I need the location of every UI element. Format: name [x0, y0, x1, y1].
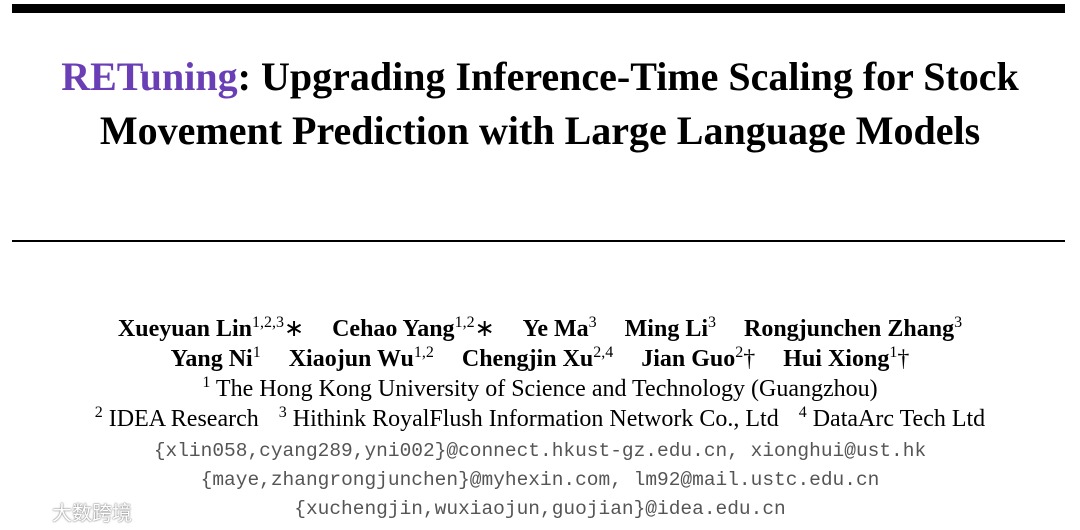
author: Ming Li3	[624, 314, 716, 343]
author-note: ∗	[474, 316, 495, 342]
affiliation-row: 2 IDEA Research 3 Hithink RoyalFlush Info…	[0, 404, 1080, 434]
title-text: : Upgrading Inference-Time Scaling for S…	[99, 54, 1019, 153]
watermark: 大数跨境	[8, 497, 132, 526]
author-name: Xueyuan Lin	[117, 316, 252, 342]
author-name: Chengjin Xu	[461, 346, 594, 372]
top-rule	[12, 4, 1065, 13]
author-affiliation: 1,2,3	[251, 314, 284, 331]
affiliation-number: 4	[798, 404, 807, 421]
affiliation: 3 Hithink RoyalFlush Information Network…	[278, 404, 779, 433]
watermark-text: 大数跨境	[52, 501, 132, 525]
title-rule	[12, 240, 1065, 242]
author-name: Cehao Yang	[332, 316, 455, 342]
author-affiliation: 2,4	[593, 344, 614, 361]
author-row: Xueyuan Lin1,2,3∗ Cehao Yang1,2∗ Ye Ma3 Min…	[0, 314, 1080, 344]
email-line: {xlin058,cyang289,yni002}@connect.hkust-…	[153, 440, 927, 462]
author-affiliation: 1,2	[454, 314, 475, 331]
affiliation-number: 3	[278, 404, 287, 421]
author-affiliation: 2	[735, 344, 744, 361]
affiliation-name: IDEA Research	[108, 406, 259, 432]
author-note: †	[743, 346, 756, 372]
author-name: Ye Ma	[522, 316, 589, 342]
author-name: Yang Ni	[170, 346, 253, 372]
author-name: Rongjunchen Zhang	[744, 316, 955, 342]
author-name: Ming Li	[624, 316, 708, 342]
affiliation-number: 2	[94, 404, 103, 421]
title-highlight: RETuning	[61, 54, 238, 99]
affiliation: 4 DataArc Tech Ltd	[798, 404, 986, 433]
author: Cehao Yang1,2∗	[332, 314, 495, 343]
author: Rongjunchen Zhang3	[744, 314, 963, 343]
author-name: Jian Guo	[641, 346, 736, 372]
paper-title: RETuning: Upgrading Inference-Time Scali…	[20, 50, 1060, 158]
author-affiliation: 3	[708, 314, 716, 331]
email-line: {maye,zhangrongjunchen}@myhexin.com, lm9…	[200, 469, 880, 491]
author: Ye Ma3	[522, 314, 597, 343]
author-affiliation: 1,2	[413, 344, 434, 361]
author: Hui Xiong1†	[783, 344, 910, 373]
affiliation-name: Hithink RoyalFlush Information Network C…	[292, 406, 779, 432]
affiliation-name: DataArc Tech Ltd	[812, 406, 986, 432]
author-name: Xiaojun Wu	[288, 346, 414, 372]
email-line: {xuchengjin,wuxiaojun,guojian}@idea.edu.…	[294, 498, 786, 520]
author-affiliation: 3	[954, 314, 963, 331]
affiliation: 2 IDEA Research	[94, 404, 259, 433]
watermark-logo	[9, 503, 47, 520]
author: Jian Guo2†	[641, 344, 756, 373]
author: Chengjin Xu2,4	[461, 344, 614, 373]
affiliation-name: The Hong Kong University of Science and …	[215, 376, 878, 402]
affiliation-row: 1 The Hong Kong University of Science an…	[0, 374, 1080, 404]
author: Xiaojun Wu1,2	[288, 344, 434, 373]
author-affiliation: 1	[889, 344, 898, 361]
author-affiliation: 1	[252, 344, 261, 361]
author-note: ∗	[283, 316, 305, 342]
author-note: †	[897, 346, 910, 372]
author-row: Yang Ni1 Xiaojun Wu1,2 Chengjin Xu2,4 Jian …	[0, 344, 1080, 374]
author-affiliation: 3	[588, 314, 597, 331]
affiliation: 1 The Hong Kong University of Science an…	[202, 374, 878, 403]
author: Xueyuan Lin1,2,3∗	[117, 314, 305, 343]
author-name: Hui Xiong	[783, 346, 890, 372]
author: Yang Ni1	[170, 344, 261, 373]
affiliation-number: 1	[202, 374, 211, 391]
